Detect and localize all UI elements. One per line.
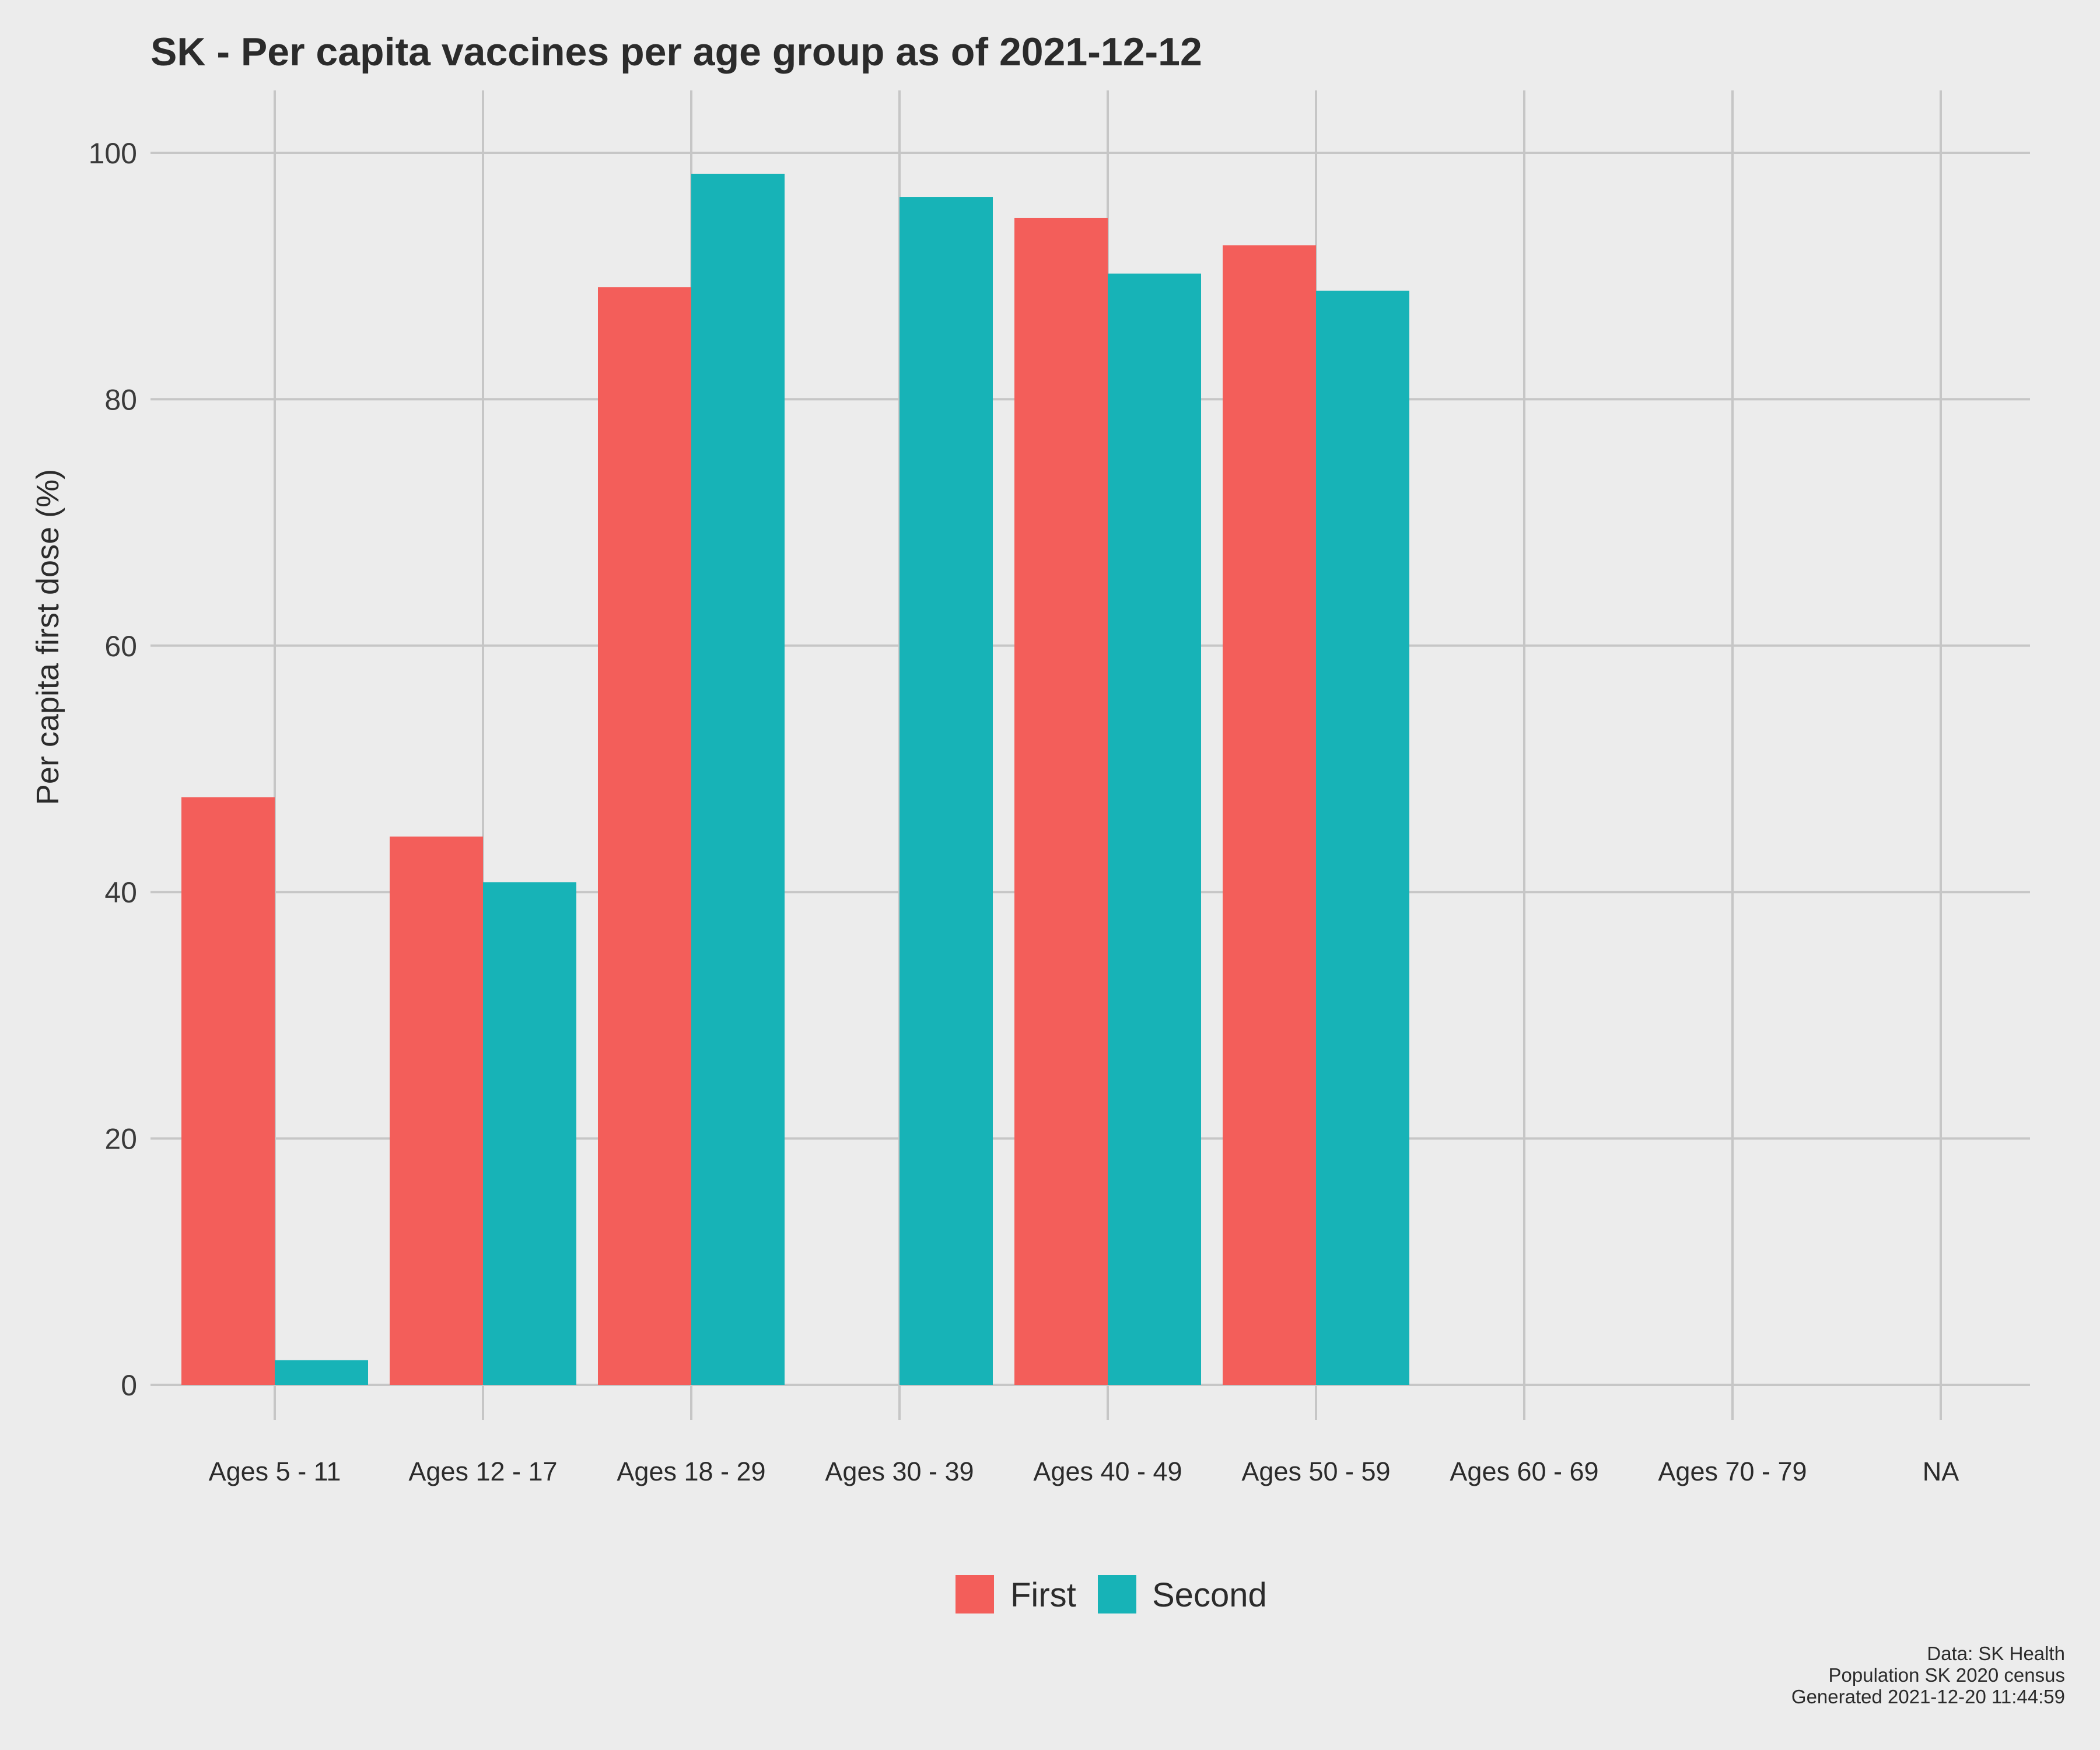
x-tick-label: Ages 60 - 69: [1450, 1457, 1598, 1486]
bar-first-1: [390, 836, 483, 1385]
x-tick-label: Ages 12 - 17: [408, 1457, 557, 1486]
caption-line: Population SK 2020 census: [1829, 1664, 2065, 1686]
caption-line: Data: SK Health: [1927, 1643, 2065, 1664]
bar-second-0: [275, 1360, 368, 1385]
legend-key-second: [1098, 1575, 1136, 1614]
legend-label-second: Second: [1152, 1576, 1267, 1614]
x-tick-label: Ages 30 - 39: [825, 1457, 974, 1486]
bar-second-1: [483, 882, 576, 1385]
legend: First Second: [956, 1575, 1267, 1614]
y-tick-label: 0: [121, 1369, 137, 1402]
y-tick-label: 100: [89, 137, 137, 170]
bar-first-2: [598, 287, 691, 1385]
bar-second-5: [1316, 290, 1409, 1385]
x-axis-ticks: Ages 5 - 11 Ages 12 - 17 Ages 18 - 29 Ages …: [209, 1457, 1959, 1486]
bar-second-2: [691, 173, 785, 1385]
bar-first-4: [1014, 218, 1108, 1385]
bar-first-0: [181, 797, 275, 1385]
bar-second-3: [900, 197, 993, 1385]
y-tick-label: 80: [104, 383, 137, 416]
x-tick-label: Ages 5 - 11: [209, 1457, 341, 1486]
x-tick-label: NA: [1923, 1457, 1959, 1486]
x-tick-label: Ages 18 - 29: [617, 1457, 765, 1486]
y-axis-label: Per capita first dose (%): [30, 469, 65, 805]
x-tick-label: Ages 40 - 49: [1033, 1457, 1182, 1486]
bar-first-5: [1223, 245, 1316, 1385]
legend-key-first: [956, 1575, 994, 1614]
y-tick-label: 20: [104, 1123, 137, 1156]
legend-label-first: First: [1010, 1576, 1076, 1614]
bars: [181, 173, 1409, 1385]
bar-second-4: [1108, 273, 1201, 1385]
caption-line: Generated 2021-12-20 11:44:59: [1791, 1686, 2065, 1707]
y-tick-label: 60: [104, 630, 137, 663]
y-tick-label: 40: [104, 876, 137, 909]
y-axis-ticks: 0 20 40 60 80 100: [89, 137, 137, 1402]
x-tick-label: Ages 70 - 79: [1658, 1457, 1807, 1486]
chart-title: SK - Per capita vaccines per age group a…: [150, 30, 1202, 74]
x-tick-label: Ages 50 - 59: [1241, 1457, 1390, 1486]
